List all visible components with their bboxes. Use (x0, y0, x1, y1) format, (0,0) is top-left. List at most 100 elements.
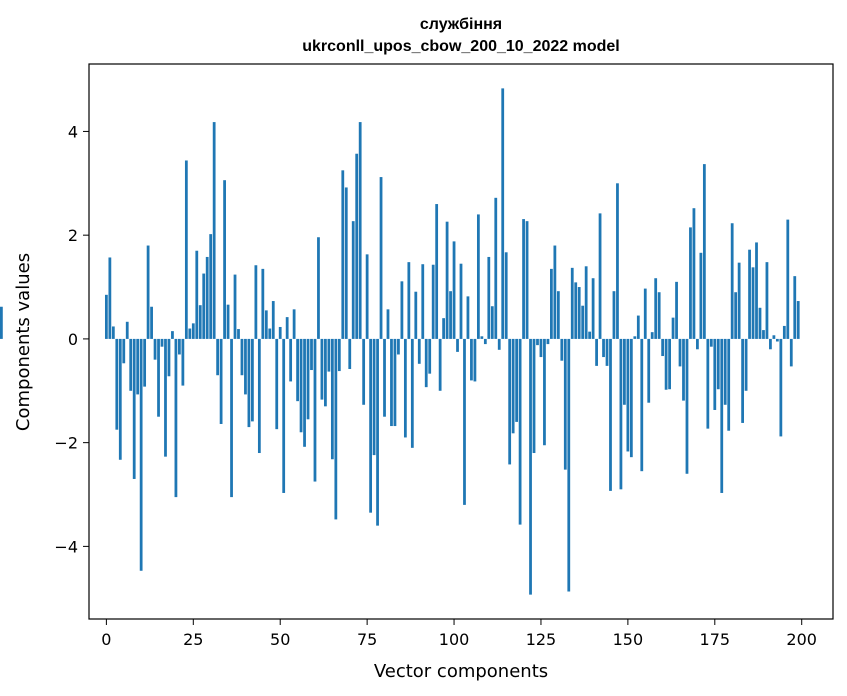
bar (657, 292, 661, 339)
bar (209, 234, 213, 339)
bar (386, 309, 390, 339)
bar (317, 237, 320, 339)
bar (264, 310, 268, 339)
bar (494, 197, 498, 339)
bar (191, 323, 195, 339)
x-tick-label: 200 (786, 630, 817, 649)
x-tick-label: 25 (183, 630, 203, 649)
bar (570, 267, 574, 339)
bar (355, 153, 359, 339)
bar (636, 315, 640, 339)
bar (184, 160, 188, 339)
bar (278, 326, 282, 339)
bar (410, 338, 414, 448)
bar (518, 338, 522, 525)
bar (452, 241, 456, 339)
chart-subtitle: ukrconll_upos_cbow_200_10_2022 model (302, 38, 619, 55)
bar (330, 338, 334, 460)
bar (709, 338, 713, 347)
bar (369, 338, 372, 513)
bar (720, 338, 724, 493)
bar (515, 338, 519, 422)
bar (480, 336, 484, 339)
bar (365, 254, 369, 339)
bar (626, 338, 630, 452)
bar (550, 268, 553, 339)
bar (588, 331, 592, 339)
bar (682, 338, 685, 401)
bar (296, 338, 299, 402)
bar (675, 281, 678, 339)
bar (737, 262, 741, 339)
bar (337, 338, 341, 372)
bar (769, 338, 772, 350)
bar (678, 338, 682, 367)
bar (567, 338, 571, 592)
bar (299, 338, 303, 433)
bar (247, 338, 251, 428)
bar (598, 213, 602, 339)
bar (282, 338, 286, 493)
bar (310, 338, 313, 371)
bar (115, 338, 119, 430)
bar (118, 338, 122, 460)
bar (623, 338, 626, 405)
bar (483, 338, 487, 345)
y-axis-label: Components values (13, 253, 34, 431)
bar (723, 338, 727, 405)
bar (716, 338, 720, 390)
bar (609, 338, 612, 491)
bar (226, 304, 230, 339)
bar (376, 338, 379, 526)
bar (132, 338, 136, 479)
bar (251, 338, 254, 422)
bar (476, 214, 480, 339)
bar (522, 219, 525, 339)
bar (633, 336, 637, 339)
bar (205, 256, 209, 339)
bar (195, 250, 199, 339)
bar (240, 338, 244, 376)
bar (136, 338, 140, 395)
bar (772, 335, 776, 339)
bar (244, 338, 247, 395)
bar (779, 338, 783, 437)
bar (706, 338, 710, 429)
bars-group (0, 88, 800, 595)
bar (765, 262, 769, 339)
bar (153, 338, 157, 360)
bar (643, 288, 647, 339)
y-tick-label: 4 (68, 122, 78, 141)
bar (324, 338, 327, 407)
x-axis-label: Vector components (374, 661, 548, 682)
bar (139, 338, 143, 571)
bar (487, 256, 491, 339)
bar (685, 338, 689, 474)
bar (219, 338, 223, 424)
bar (174, 338, 178, 498)
bar (223, 180, 226, 339)
bar (202, 273, 206, 339)
x-tick-label: 75 (357, 630, 377, 649)
bar (327, 338, 331, 372)
bar (650, 332, 654, 339)
bar (348, 338, 352, 369)
bar (668, 338, 671, 390)
bar (612, 291, 616, 339)
bar (560, 338, 564, 361)
bar (351, 221, 355, 339)
bar (181, 338, 185, 386)
bar (466, 296, 470, 339)
bar (257, 338, 261, 454)
bar (372, 338, 376, 456)
bar (782, 325, 786, 339)
bar (164, 338, 167, 457)
bar (104, 294, 108, 339)
bar (383, 338, 386, 417)
bar (640, 338, 644, 472)
bar (122, 338, 126, 364)
bar (692, 208, 696, 339)
bar (212, 122, 216, 339)
bar (591, 278, 595, 339)
bar (320, 338, 324, 400)
